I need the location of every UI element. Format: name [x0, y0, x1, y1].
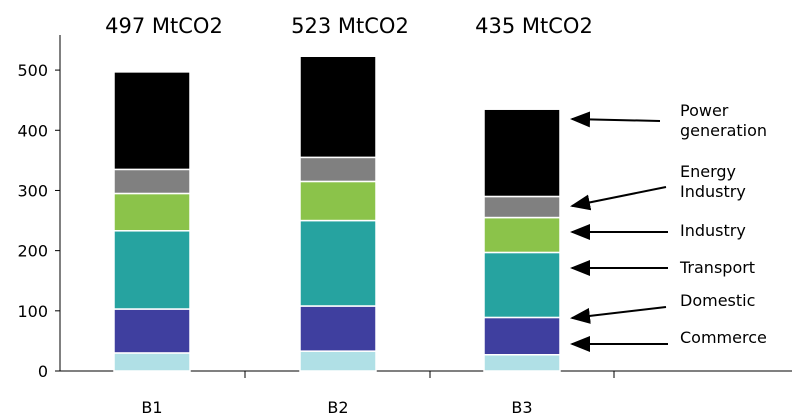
bar-total-label: 497 MtCO2 — [105, 14, 223, 38]
legend-label-line: Industry — [680, 221, 746, 240]
y-tick-label: 500 — [17, 61, 48, 80]
x-category-label: B1 — [141, 398, 162, 417]
y-tick-label: 100 — [17, 302, 48, 321]
bar-segment-domestic — [113, 308, 191, 354]
y-tick-label: 0 — [38, 362, 48, 381]
legend-label-line: generation — [680, 121, 767, 140]
legend-label-power-generation: Power generation — [680, 101, 767, 140]
bar-segment-industry — [483, 216, 561, 254]
legend-arrow — [570, 186, 667, 211]
bar-segment-power-generation — [299, 55, 377, 159]
bar-segment-commerce — [113, 352, 191, 372]
legend-label-industry: Industry — [680, 221, 746, 240]
bar-segment-transport — [299, 219, 377, 307]
y-axis: 0 100 200 300 400 500 — [17, 35, 61, 381]
bar-segment-transport — [483, 251, 561, 319]
bar-segment-power-generation — [113, 71, 191, 171]
legend-label-energy-industry: Energy Industry — [680, 162, 746, 201]
legend-label-line: Commerce — [680, 328, 767, 347]
bar-total-label: 435 MtCO2 — [475, 14, 593, 38]
legend-arrow — [570, 111, 661, 128]
x-category-label: B3 — [511, 398, 532, 417]
bar-segment-domestic — [299, 305, 377, 352]
bar-segment-energy-industry — [299, 156, 377, 183]
bar-total-label: 523 MtCO2 — [291, 14, 409, 38]
legend-label-commerce: Commerce — [680, 328, 767, 347]
legend-label-line: Power — [680, 101, 729, 120]
legend-label-line: Transport — [679, 258, 755, 277]
legend-label-line: Energy — [680, 162, 736, 181]
y-tick-label: 400 — [17, 121, 48, 140]
y-tick-label: 200 — [17, 242, 48, 261]
legend-label-transport: Transport — [679, 258, 755, 277]
bar-segment-energy-industry — [113, 168, 191, 195]
legend-label-line: Industry — [680, 182, 746, 201]
x-axis: B1 B2 B3 — [60, 370, 792, 417]
bar-segment-commerce — [299, 350, 377, 372]
total-labels: 497 MtCO2 523 MtCO2 435 MtCO2 — [105, 14, 593, 38]
legend-label-domestic: Domestic — [680, 291, 755, 310]
x-category-label: B2 — [327, 398, 348, 417]
legend-label-line: Domestic — [680, 291, 755, 310]
bar-segment-energy-industry — [483, 195, 561, 219]
y-tick-label: 300 — [17, 181, 48, 200]
bars — [113, 55, 561, 372]
bar-segment-industry — [113, 192, 191, 232]
bar-segment-commerce — [483, 354, 561, 372]
bar-segment-industry — [299, 180, 377, 222]
bar-segment-transport — [113, 230, 191, 310]
bar-segment-domestic — [483, 316, 561, 356]
bar-segment-power-generation — [483, 108, 561, 198]
legend-arrow — [570, 306, 667, 324]
